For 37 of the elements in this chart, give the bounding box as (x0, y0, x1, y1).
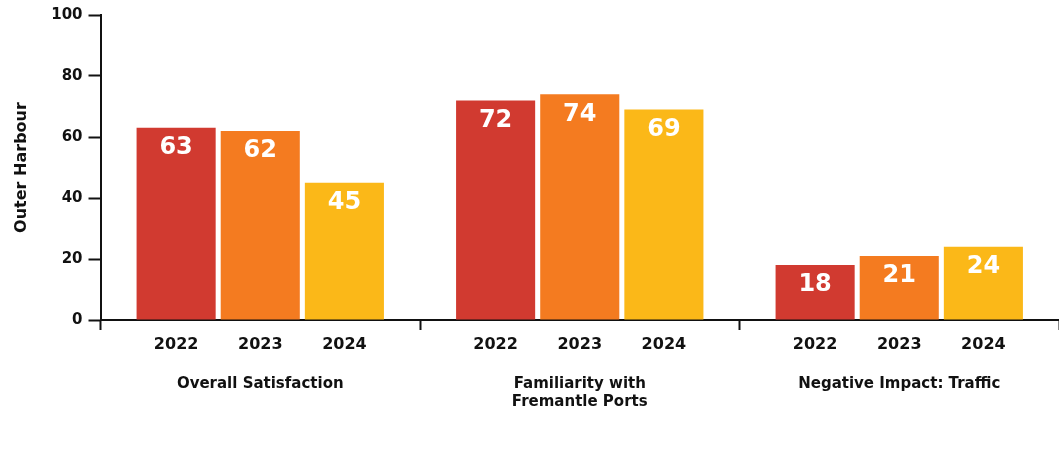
series-label: 2023 (237, 334, 283, 354)
series-label: 2024 (322, 334, 367, 354)
bar (540, 94, 620, 320)
data-label: 74 (563, 98, 597, 127)
text: 2023 (557, 334, 603, 354)
data-label: 63 (159, 132, 193, 161)
text: 2022 (473, 334, 518, 354)
data-label: 45 (327, 186, 362, 215)
series-label: 2022 (153, 334, 199, 354)
data-label: 72 (478, 104, 513, 133)
data-label: 24 (966, 251, 1001, 280)
text: 2024 (641, 334, 687, 354)
bar (624, 109, 704, 320)
x-tick-label: Overall Satisfaction (176, 373, 344, 392)
y-tick-label: 100 (51, 4, 83, 23)
bar (859, 255, 939, 320)
y-tick-label: 40 (61, 187, 83, 206)
text: 2022 (792, 334, 838, 354)
text: 2023 (876, 334, 922, 354)
text: 2024 (961, 334, 1006, 354)
y-tick-label: 80 (61, 65, 83, 84)
x-tick-label: Negative Impact: Traffic (798, 373, 1001, 392)
bar (456, 100, 536, 320)
data-label: 62 (243, 135, 277, 164)
y-axis-title: Outer Harbour (10, 102, 30, 233)
bar (943, 246, 1023, 320)
bar (775, 265, 855, 320)
data-label: 69 (647, 113, 681, 142)
bar (136, 127, 216, 320)
y-tick-label: 20 (61, 248, 83, 267)
bar (304, 182, 384, 320)
y-tick-label: 0 (72, 309, 83, 328)
data-label: 21 (882, 260, 916, 289)
data-label: 18 (798, 269, 832, 298)
y-tick-label: 60 (61, 126, 83, 145)
bar (220, 130, 300, 320)
x-tick-label: Familiarity with Fremantle Ports (511, 373, 648, 410)
